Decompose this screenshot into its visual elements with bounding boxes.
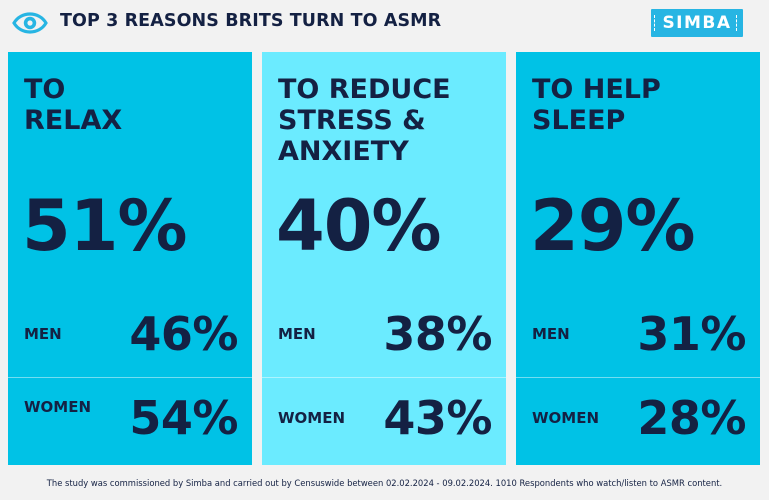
stat-card-sleep: TO HELP SLEEP 29% MEN 31% WOMEN 28% — [516, 52, 760, 465]
divider — [8, 377, 252, 378]
men-percentage: 38% — [383, 307, 492, 361]
card-title: TO RELAX — [24, 74, 123, 136]
footnote: The study was commissioned by Simba and … — [46, 478, 723, 488]
men-percentage: 46% — [129, 307, 238, 361]
men-label: MEN — [278, 325, 316, 343]
page-title: TOP 3 REASONS BRITS TURN TO ASMR — [60, 11, 442, 31]
card-title: TO HELP SLEEP — [532, 74, 661, 136]
women-label: WOMEN — [24, 398, 92, 416]
women-percentage: 28% — [637, 391, 746, 445]
eye-icon — [12, 8, 48, 38]
logo-decoration — [736, 15, 740, 31]
women-label: WOMEN — [278, 409, 346, 427]
simba-logo: SIMBA — [651, 9, 743, 37]
total-percentage: 51% — [22, 185, 188, 267]
divider — [516, 377, 760, 378]
women-percentage: 43% — [383, 391, 492, 445]
men-label: MEN — [24, 325, 62, 343]
header: TOP 3 REASONS BRITS TURN TO ASMR SIMBA — [0, 0, 769, 46]
men-label: MEN — [532, 325, 570, 343]
men-percentage: 31% — [637, 307, 746, 361]
women-label: WOMEN — [532, 409, 600, 427]
stat-card-relax: TO RELAX 51% MEN 46% WOMEN 54% — [8, 52, 252, 465]
women-percentage: 54% — [129, 391, 238, 445]
total-percentage: 29% — [530, 185, 696, 267]
card-title: TO REDUCE STRESS & ANXIETY — [278, 74, 451, 167]
logo-decoration — [654, 15, 658, 31]
total-percentage: 40% — [276, 185, 442, 267]
stat-card-stress: TO REDUCE STRESS & ANXIETY 40% MEN 38% W… — [262, 52, 506, 465]
divider — [262, 377, 506, 378]
logo-text: SIMBA — [662, 13, 732, 33]
